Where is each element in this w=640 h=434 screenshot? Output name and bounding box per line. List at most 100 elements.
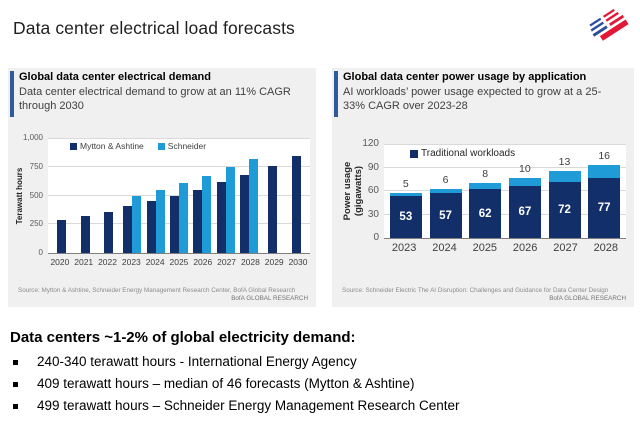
bars-layer: 53 5 57 6 62 8 67 10 72 13 77 16	[384, 144, 626, 238]
accent-bar	[334, 71, 338, 117]
y-tick-label: 30	[367, 208, 379, 220]
panel-header: Global data center power usage by applic…	[343, 70, 621, 113]
bank-of-america-logo	[589, 9, 629, 41]
x-axis: 2020 2021 2022 2023 2024 2025 2026 2027 2028 2029…	[48, 257, 310, 267]
bar-stack: 72 13	[548, 156, 581, 238]
bar	[104, 211, 114, 253]
gridline	[384, 213, 626, 215]
legend-item: Schneider	[157, 141, 207, 151]
bar	[291, 155, 301, 253]
bullet-square-icon	[13, 404, 18, 409]
list-item: 499 terawatt hours – Schneider Energy Ma…	[10, 395, 630, 417]
gridline	[384, 190, 626, 191]
bar-group: 72 13	[545, 144, 585, 238]
bar-group: 62 8	[465, 144, 505, 238]
x-tick-label: 2026	[193, 257, 213, 267]
bar-group	[238, 138, 261, 253]
page-title: Data center electrical load forecasts	[13, 18, 295, 38]
bar-group	[97, 138, 120, 253]
panel-power-usage: Global data center power usage by applic…	[332, 68, 634, 307]
panel-title: Global data center power usage by applic…	[343, 71, 587, 83]
bar	[57, 219, 67, 253]
bar-group: 53 5	[386, 144, 426, 238]
bar-segment: 62	[469, 189, 502, 238]
y-tick-label: 60	[367, 185, 379, 196]
x-tick-label: 2028	[240, 257, 260, 267]
bar	[268, 165, 278, 253]
y-tick-label: 0	[38, 248, 43, 257]
bar-segment	[389, 192, 422, 197]
legend-item: Mytton & Ashtine	[70, 141, 144, 151]
bar-segment: 72	[548, 181, 581, 238]
y-tick-label: 1,000	[22, 133, 43, 142]
bar	[155, 190, 165, 253]
y-tick-label: 250	[29, 219, 43, 229]
x-tick-label: 2023	[121, 257, 141, 267]
plot-area: Terawatt hours Mytton & Ashtine Schneider…	[15, 133, 310, 257]
chart-electrical-demand: Terawatt hours Mytton & Ashtine Schneider…	[8, 130, 316, 268]
bar	[80, 215, 90, 253]
chart-legend: Traditional workloads	[410, 148, 515, 159]
summary-block: Data centers ~1-2% of global electricity…	[10, 328, 630, 417]
bullet-square-icon	[13, 360, 18, 365]
x-tick-label: 2027	[217, 257, 237, 267]
bar-segment	[429, 188, 462, 194]
x-tick-label: 2021	[74, 257, 94, 267]
panel-subtitle: Data center electrical demand to grow at…	[19, 86, 291, 112]
bar-segment	[508, 177, 541, 186]
gridline	[384, 144, 626, 145]
bar-stack: 57 6	[429, 174, 462, 238]
bar-value-label: 10	[519, 162, 531, 175]
bar-group	[191, 138, 214, 253]
x-axis: 2023 2024 2025 2026 2027 2028	[384, 242, 626, 254]
bar-group: 67 10	[505, 144, 545, 238]
bar	[225, 167, 235, 253]
bar	[216, 182, 226, 253]
legend-label: Mytton & Ashtine	[80, 141, 144, 151]
y-axis-title: Power usage (gigawatts)	[342, 161, 364, 221]
x-tick-label: 2030	[288, 257, 308, 267]
bar-group: 77 16	[584, 144, 624, 238]
panel-subtitle: AI workloads’ power usage expected to gr…	[343, 86, 602, 112]
bar-segment	[548, 171, 581, 182]
bar-group	[214, 138, 237, 253]
y-tick-label: 90	[367, 161, 379, 173]
x-tick-label: 2029	[264, 257, 284, 267]
bullet-text: 240-340 terawatt hours - International E…	[37, 354, 357, 369]
bar-group	[167, 138, 190, 253]
x-tick-label: 2025	[169, 257, 189, 267]
legend-swatch-icon	[157, 142, 165, 150]
x-tick-label: 2024	[145, 257, 165, 267]
bar-stack: 53 5	[389, 178, 422, 238]
bar-group	[73, 138, 96, 253]
bar-stack: 67 10	[508, 163, 541, 238]
bar-value-label: 13	[558, 156, 571, 169]
bar-group: 57 6	[426, 144, 466, 238]
bar-group	[144, 138, 167, 253]
bars-layer	[48, 138, 310, 253]
chart-legend: Mytton & Ashtine Schneider	[70, 141, 206, 151]
x-tick-label: 2026	[512, 242, 538, 254]
y-tick-label: 120	[362, 138, 379, 149]
y-tick-label: 0	[373, 232, 379, 243]
accent-bar	[10, 71, 14, 117]
legend-label: Traditional workloads	[421, 148, 516, 159]
x-tick-label: 2027	[553, 242, 578, 254]
panel-header: Global data center electrical demand Dat…	[19, 70, 297, 113]
bar-value-label: 8	[482, 168, 489, 181]
x-tick-label: 2028	[593, 242, 619, 254]
bar-segment: 57	[429, 193, 462, 238]
bar	[146, 201, 156, 253]
bar	[240, 174, 250, 253]
bar-group	[261, 138, 284, 253]
y-axis-title: Terawatt hours	[15, 167, 25, 224]
bar-stack: 62 8	[469, 168, 502, 238]
x-tick-label: 2020	[50, 257, 70, 267]
x-tick-label: 2022	[98, 257, 117, 267]
bar	[249, 159, 259, 253]
legend-label: Schneider	[167, 141, 207, 151]
bar	[132, 195, 142, 253]
bar-group	[120, 138, 143, 253]
bar-segment	[588, 165, 621, 178]
bar-stack: 77 16	[588, 150, 621, 238]
